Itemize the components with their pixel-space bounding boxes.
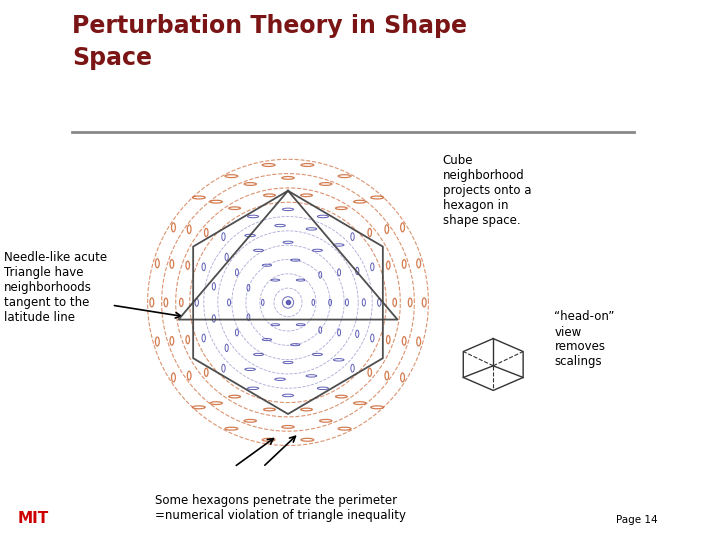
Text: “head-on”
view
removes
scalings: “head-on” view removes scalings xyxy=(554,310,615,368)
Text: Page 14: Page 14 xyxy=(616,515,657,525)
Text: MIT: MIT xyxy=(17,511,48,526)
Text: Some hexagons penetrate the perimeter
=numerical violation of triangle inequalit: Some hexagons penetrate the perimeter =n… xyxy=(155,494,406,522)
Text: Space: Space xyxy=(72,46,152,70)
Text: Needle-like acute
Triangle have
neighborhoods
tangent to the
latitude line: Needle-like acute Triangle have neighbor… xyxy=(4,251,107,324)
Text: Cube
neighborhood
projects onto a
hexagon in
shape space.: Cube neighborhood projects onto a hexago… xyxy=(443,154,531,227)
Text: Perturbation Theory in Shape: Perturbation Theory in Shape xyxy=(72,14,467,37)
